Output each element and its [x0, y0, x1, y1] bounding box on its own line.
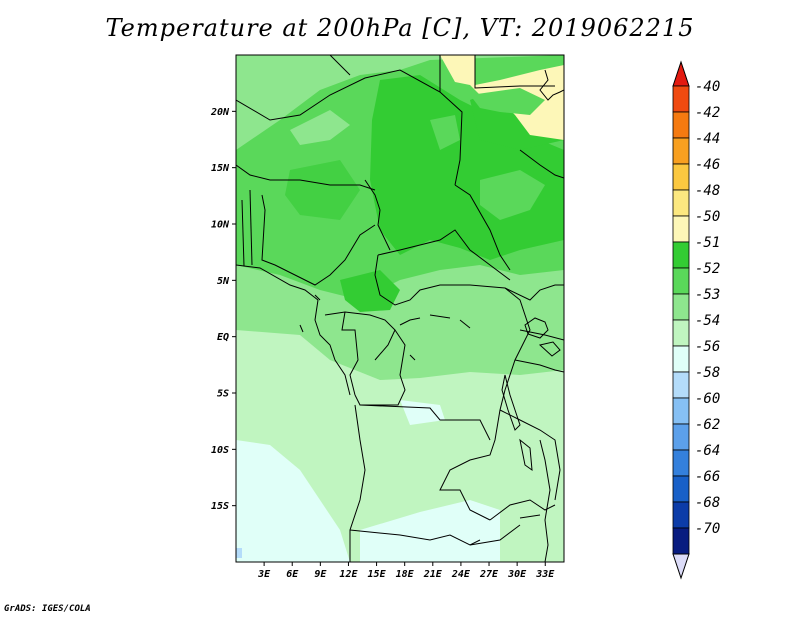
colorbar-label: -44 [695, 131, 720, 147]
colorbar-swatch [672, 501, 690, 529]
lat-tick-label: 5S [217, 389, 229, 400]
lon-tick-label: 18E [396, 569, 415, 580]
colorbar-label: -48 [695, 183, 720, 199]
lat-tick-label: EQ [217, 332, 229, 343]
lat-tick-label: 15N [211, 163, 230, 174]
colorbar-label: -70 [695, 521, 720, 537]
lon-tick-label: 27E [479, 569, 499, 580]
lon-tick-label: 6E [286, 569, 299, 580]
map-title: Temperature at 200hPa [C], VT: 201906221… [105, 14, 695, 42]
colorbar-swatch [672, 319, 690, 347]
colorbar-swatch [672, 241, 690, 269]
colorbar-label: -42 [695, 105, 720, 121]
temperature-field [236, 55, 564, 562]
colorbar-swatch [672, 85, 690, 113]
latitude-axis: 20N 15N 10N 5N EQ 5S 10S 15S [210, 107, 236, 512]
colorbar-label: -56 [695, 339, 720, 355]
lat-tick-label: 10N [211, 220, 230, 231]
colorbar-swatch [672, 163, 690, 191]
lat-tick-label: 20N [210, 107, 230, 118]
footer-credit: GrADS: IGES/COLA [4, 604, 91, 614]
colorbar-swatch [672, 475, 690, 503]
colorbar-swatch [672, 267, 690, 295]
lon-tick-label: 15E [368, 569, 387, 580]
lat-tick-label: 15S [211, 501, 229, 512]
map-frame [235, 54, 565, 563]
colorbar-swatch [672, 527, 690, 555]
colorbar-swatch [672, 111, 690, 139]
colorbar-top-triangle [672, 60, 690, 87]
lon-tick-label: 24E [451, 569, 471, 580]
colorbar-label: -64 [695, 443, 720, 459]
lon-tick-label: 33E [535, 569, 555, 580]
lat-tick-label: 5N [217, 276, 230, 287]
lon-tick-label: 9E [314, 569, 327, 580]
colorbar-label: -66 [695, 469, 720, 485]
colorbar-swatch [672, 397, 690, 425]
colorbar-swatch [672, 449, 690, 477]
colorbar-swatch [672, 371, 690, 399]
lon-tick-label: 30E [507, 569, 527, 580]
colorbar-swatch [672, 423, 690, 451]
colorbar-label: -68 [695, 495, 720, 511]
colorbar-bottom-triangle [672, 553, 690, 580]
colorbar-label: -46 [695, 157, 720, 173]
colorbar-label: -50 [695, 209, 720, 225]
colorbar-swatch [672, 189, 690, 217]
lat-tick-label: 10S [211, 445, 229, 456]
colorbar-label: -54 [695, 313, 720, 329]
colorbar-label: -58 [695, 365, 720, 381]
longitude-axis: 3E 6E 9E 12E 15E 18E 21E 24E 27E 30E 33E [257, 562, 555, 580]
lon-tick-label: 3E [257, 569, 271, 580]
colorbar-label: -51 [695, 235, 720, 251]
colorbar-swatch [672, 345, 690, 373]
colorbar-swatch [672, 137, 690, 165]
lon-tick-label: 12E [339, 569, 358, 580]
country-borders [236, 55, 564, 562]
colorbar-label: -62 [695, 417, 720, 433]
colorbar-label: -40 [695, 79, 720, 95]
lon-tick-label: 21E [423, 569, 443, 580]
colorbar-label: -52 [695, 261, 720, 277]
colorbar-swatch [672, 215, 690, 243]
colorbar-label: -53 [695, 287, 720, 303]
colorbar-swatch [672, 293, 690, 321]
colorbar-label: -60 [695, 391, 720, 407]
